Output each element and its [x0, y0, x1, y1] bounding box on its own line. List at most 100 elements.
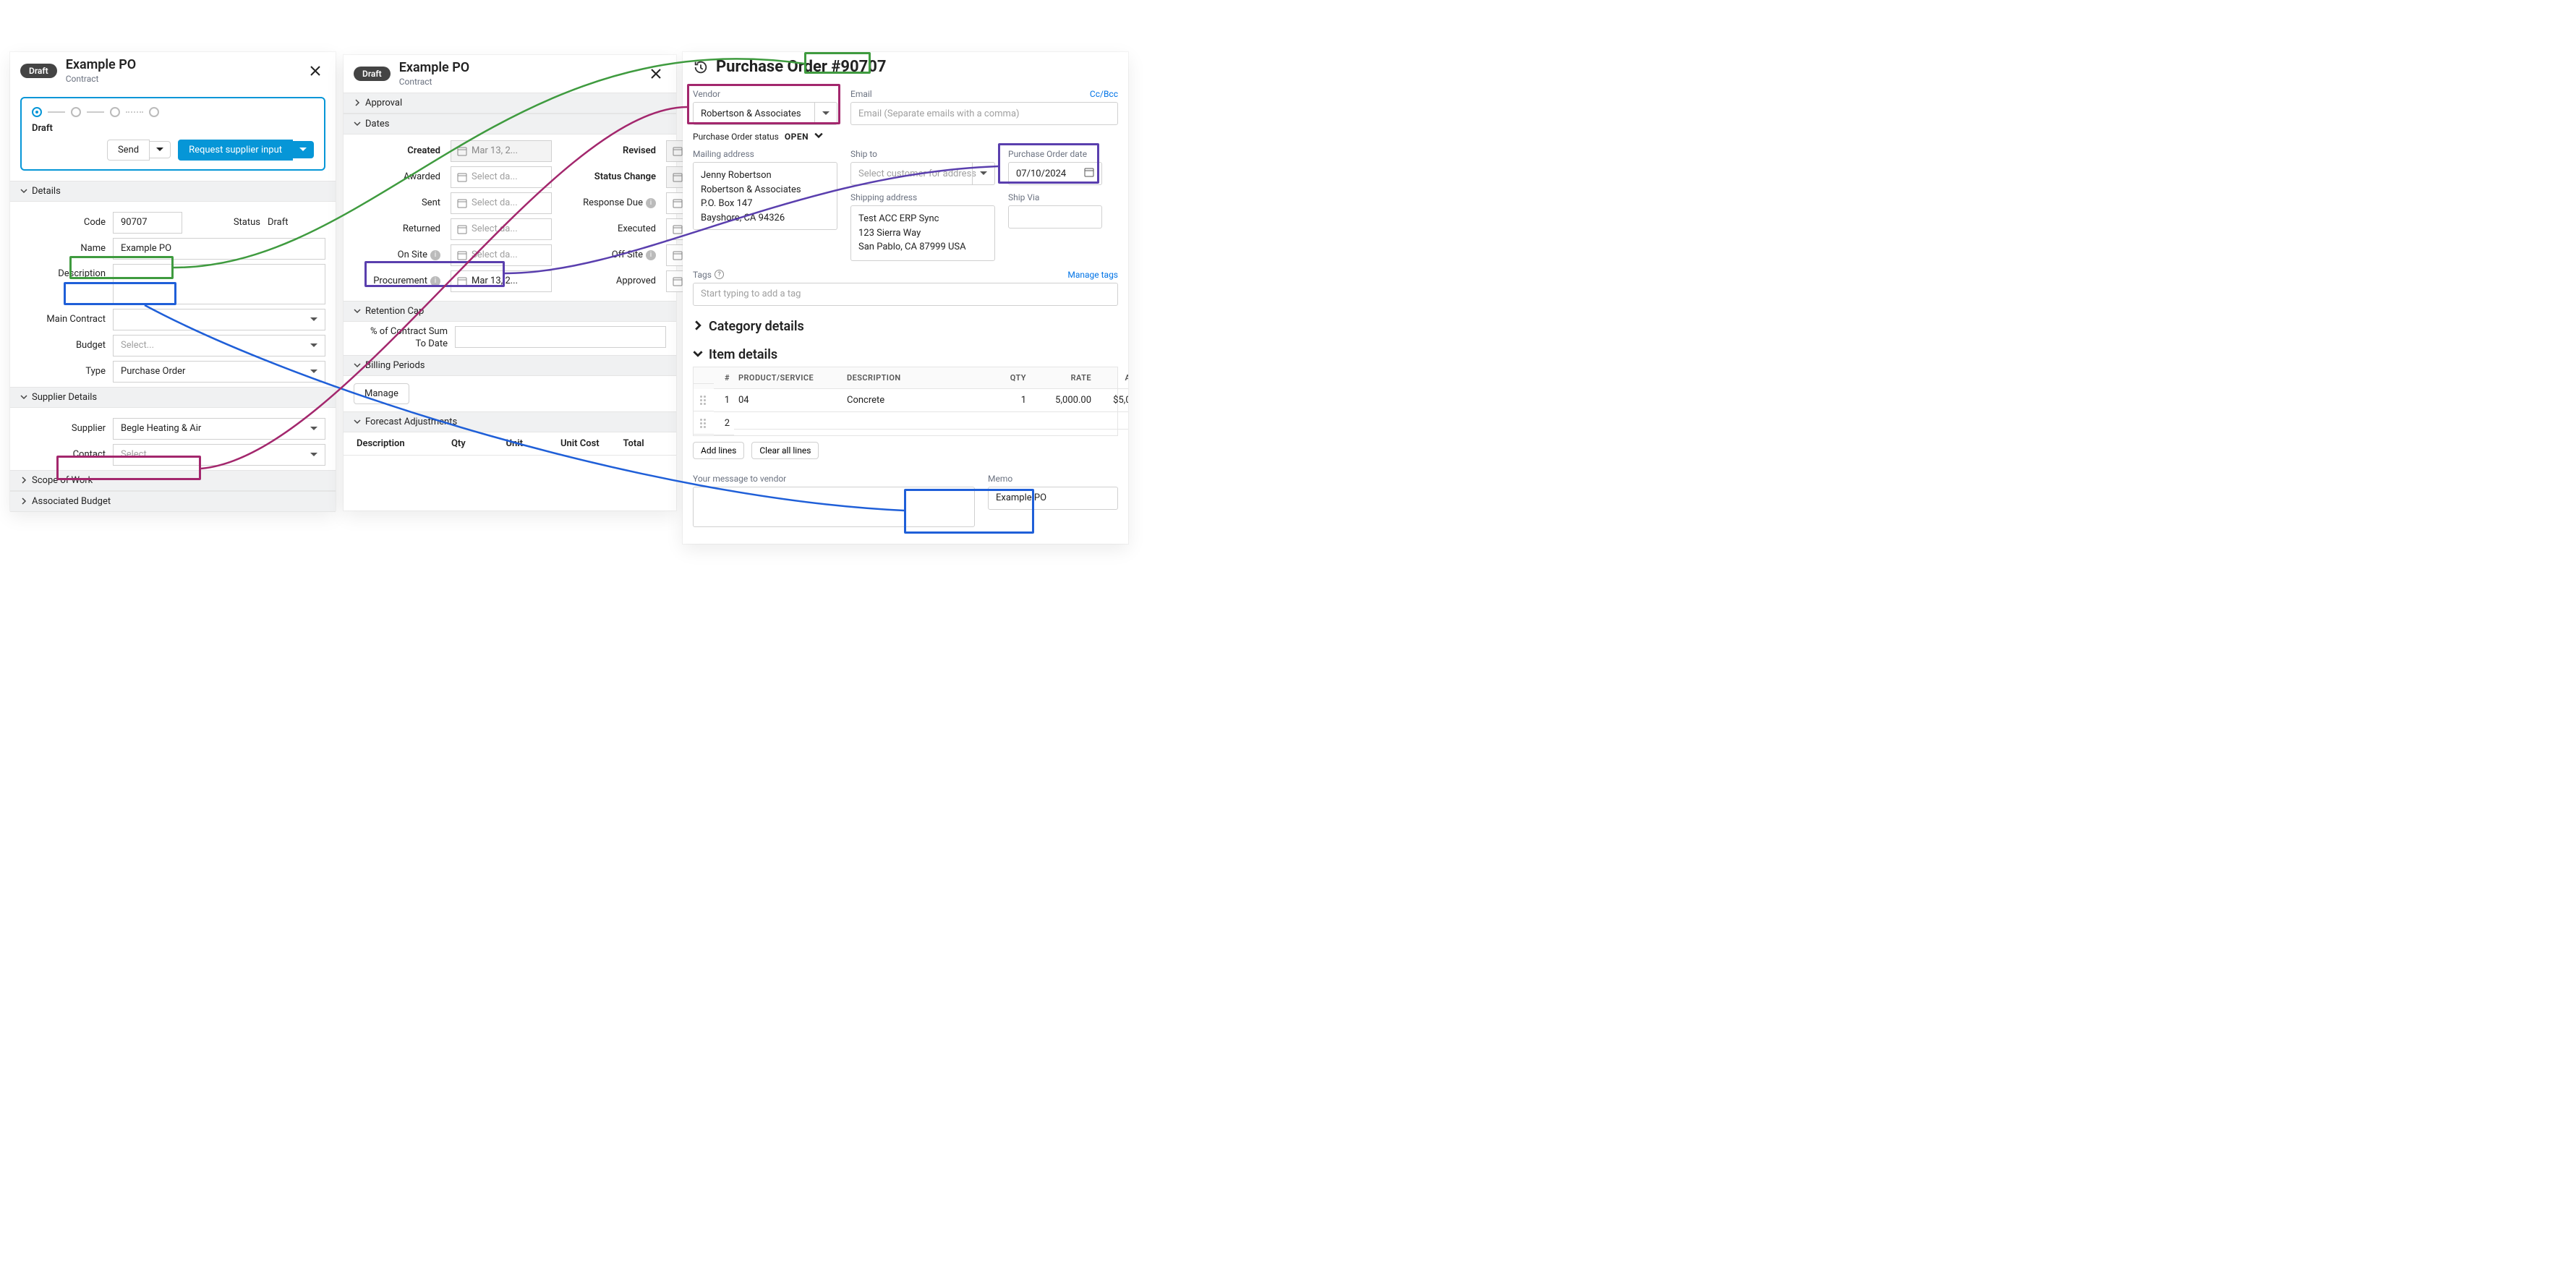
- history-icon[interactable]: [693, 59, 709, 75]
- ccbcc-link[interactable]: Cc/Bcc: [1090, 89, 1118, 99]
- section-approval-label: Approval: [365, 98, 402, 108]
- awarded-date[interactable]: Select da...: [451, 166, 552, 188]
- tags-input[interactable]: Start typing to add a tag: [693, 283, 1118, 306]
- tags-label: Tags: [693, 270, 712, 280]
- item-details-toggle[interactable]: Item details: [693, 347, 1118, 362]
- section-dates[interactable]: Dates: [344, 114, 676, 134]
- description-input[interactable]: [113, 264, 325, 304]
- main-contract-label: Main Contract: [20, 314, 106, 325]
- shipvia-input[interactable]: [1008, 205, 1102, 229]
- email-input[interactable]: Email (Separate emails with a comma): [850, 102, 1118, 125]
- section-details[interactable]: Details: [10, 181, 336, 202]
- request-supplier-input-button[interactable]: Request supplier input: [178, 140, 293, 161]
- section-approval[interactable]: Approval: [344, 93, 676, 114]
- info-icon: i: [430, 250, 440, 260]
- procurement-date[interactable]: Mar 13, 2...: [451, 270, 552, 292]
- chevron-right-icon: [20, 477, 27, 484]
- clear-lines-button[interactable]: Clear all lines: [751, 442, 819, 459]
- email-label: Email: [850, 89, 872, 99]
- section-retention[interactable]: Retention Cap: [344, 301, 676, 322]
- chevron-down-icon: [693, 347, 703, 362]
- calendar-icon: [457, 146, 467, 156]
- returned-label: Returned: [354, 223, 440, 234]
- send-button-caret[interactable]: [150, 141, 171, 158]
- memo-input[interactable]: Example PO: [988, 487, 1118, 510]
- returned-date[interactable]: Select da...: [451, 218, 552, 240]
- section-scope-label: Scope of Work: [32, 475, 93, 486]
- mailing-address[interactable]: Jenny Robertson Robertson & Associates P…: [693, 162, 837, 230]
- chevron-right-icon: [693, 319, 703, 334]
- status-label: Status: [217, 217, 260, 228]
- drag-handle-icon[interactable]: [698, 419, 708, 428]
- workflow-step-connector-dashed: [126, 111, 143, 113]
- created-label: Created: [354, 145, 440, 156]
- section-supplier-details[interactable]: Supplier Details: [10, 387, 336, 408]
- dates-grid: Created Mar 13, 2... Revised Mar 13, 2..…: [344, 134, 676, 301]
- offsite-label: Off Sitei: [562, 249, 656, 260]
- close-icon[interactable]: [305, 61, 325, 81]
- info-icon: i: [430, 276, 440, 286]
- budget-label: Budget: [20, 340, 106, 351]
- canvas: Draft Example PO Contract Draft Send: [0, 0, 1128, 554]
- calendar-icon: [457, 250, 467, 260]
- calendar-icon: [457, 172, 467, 182]
- procurement-label: Procurementi: [354, 276, 440, 286]
- workflow-steps: [32, 107, 314, 117]
- item-row[interactable]: 1 04 Concrete 1 5,000.00 $5,000.0: [694, 389, 1117, 412]
- item-col-qty: QTY: [987, 367, 1031, 389]
- message-input[interactable]: [693, 487, 975, 527]
- forecast-col-total: Total: [623, 438, 663, 449]
- section-forecast[interactable]: Forecast Adjustments: [344, 411, 676, 432]
- send-button[interactable]: Send: [107, 140, 150, 161]
- category-details-toggle[interactable]: Category details: [693, 319, 1118, 334]
- approved-label: Approved: [562, 276, 656, 286]
- contact-select[interactable]: Select...: [113, 444, 325, 466]
- section-retention-label: Retention Cap: [365, 306, 424, 317]
- panel-subtitle: Contract: [399, 77, 469, 87]
- panel-title: Example PO: [66, 58, 136, 72]
- shipto-select[interactable]: Select customer for address: [850, 162, 995, 185]
- sent-date[interactable]: Select da...: [451, 192, 552, 214]
- type-select[interactable]: Purchase Order: [113, 361, 325, 383]
- code-input[interactable]: 90707: [113, 212, 182, 234]
- status-change-label: Status Change: [562, 171, 656, 182]
- forecast-col-unit: Unit: [506, 438, 545, 449]
- calendar-icon: [673, 146, 683, 156]
- chevron-down-icon: [20, 187, 27, 195]
- shipping-addr-label: Shipping address: [850, 192, 995, 202]
- section-billing[interactable]: Billing Periods: [344, 355, 676, 376]
- section-assoc-budget[interactable]: Associated Budget: [10, 491, 336, 512]
- shipping-address[interactable]: Test ACC ERP Sync 123 Sierra Way San Pab…: [850, 205, 995, 261]
- supplier-select[interactable]: Begle Heating & Air: [113, 418, 325, 440]
- po-date-input[interactable]: 07/10/2024: [1008, 162, 1102, 185]
- main-contract-select[interactable]: [113, 309, 325, 330]
- contract-panel-right-half: Draft Example PO Contract Approval Dates…: [344, 55, 676, 511]
- vendor-select[interactable]: Robertson & Associates: [693, 102, 837, 125]
- section-dates-label: Dates: [365, 119, 389, 129]
- item-row[interactable]: 2: [694, 412, 1117, 435]
- close-icon[interactable]: [646, 64, 666, 84]
- budget-select[interactable]: Select...: [113, 335, 325, 356]
- help-icon[interactable]: ?: [715, 270, 724, 279]
- item-table: # PRODUCT/SERVICE DESCRIPTION QTY RATE A…: [693, 367, 1118, 436]
- onsite-date[interactable]: Select da...: [451, 244, 552, 266]
- name-input[interactable]: Example PO: [113, 238, 325, 260]
- name-label: Name: [20, 243, 106, 254]
- add-lines-button[interactable]: Add lines: [693, 442, 744, 459]
- request-supplier-input-caret[interactable]: [293, 141, 314, 158]
- section-scope[interactable]: Scope of Work: [10, 470, 336, 491]
- workflow-step: [149, 107, 159, 117]
- pct-contract-input[interactable]: [455, 326, 666, 348]
- shipto-label: Ship to: [850, 149, 995, 159]
- description-label: Description: [20, 264, 106, 279]
- manage-billing-button[interactable]: Manage: [354, 383, 409, 404]
- calendar-icon: [673, 276, 683, 286]
- drag-handle-icon[interactable]: [698, 396, 708, 405]
- manage-tags-link[interactable]: Manage tags: [1067, 270, 1118, 280]
- po-title: Purchase Order #90707: [716, 58, 887, 76]
- memo-label: Memo: [988, 474, 1118, 484]
- executed-label: Executed: [562, 223, 656, 234]
- po-status[interactable]: Purchase Order status OPEN: [693, 131, 1118, 142]
- purchase-order-panel: Purchase Order #90707 Vendor Robertson &…: [683, 52, 1128, 544]
- po-status-value: OPEN: [785, 132, 809, 142]
